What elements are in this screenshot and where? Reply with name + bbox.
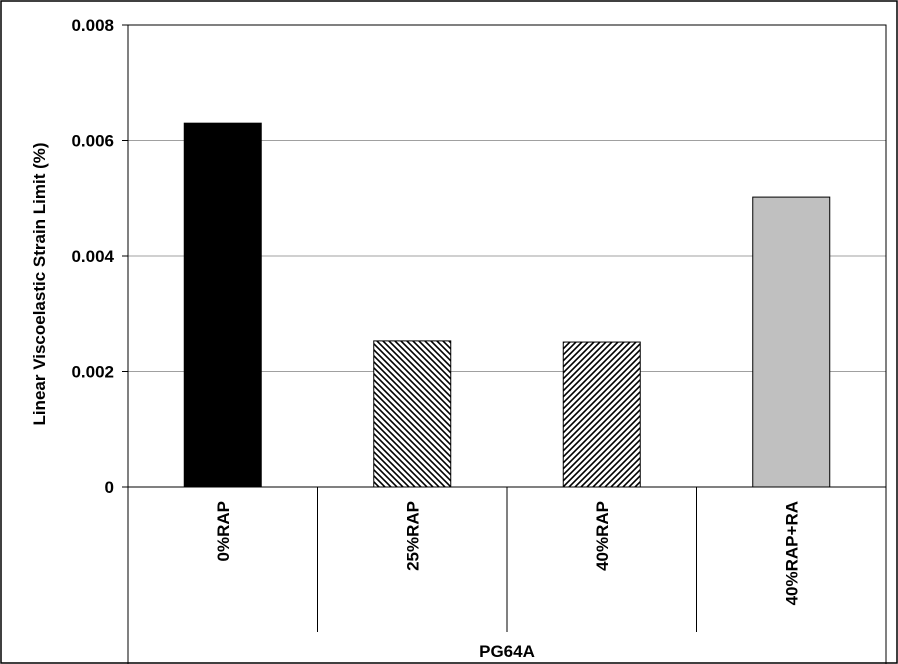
y-tick-label: 0.004	[71, 247, 114, 266]
bars	[183, 122, 831, 488]
y-axis-label: Linear Viscoelastic Strain Limit (%)	[30, 142, 49, 425]
bar-25-rap	[373, 340, 452, 488]
category-label: 40%RAP+RA	[782, 501, 801, 605]
y-tick-labels: 0 0.002 0.004 0.006 0.008	[71, 16, 128, 497]
category-label: 25%RAP	[403, 501, 422, 571]
bar-0-rap	[183, 122, 262, 488]
y-tick-label: 0.002	[71, 363, 114, 382]
x-axis-group-label: PG64A	[479, 642, 535, 661]
y-tick-label: 0.008	[71, 16, 114, 35]
y-tick-label: 0.006	[71, 132, 114, 151]
category-label: 0%RAP	[214, 501, 233, 561]
y-tick-label: 0	[105, 478, 114, 497]
bar-40-rap	[562, 341, 641, 488]
category-axis-table: 0%RAP 25%RAP 40%RAP 40%RAP+RA	[127, 487, 887, 664]
category-label: 40%RAP	[593, 501, 612, 571]
bar-40-rap-ra	[752, 196, 831, 488]
